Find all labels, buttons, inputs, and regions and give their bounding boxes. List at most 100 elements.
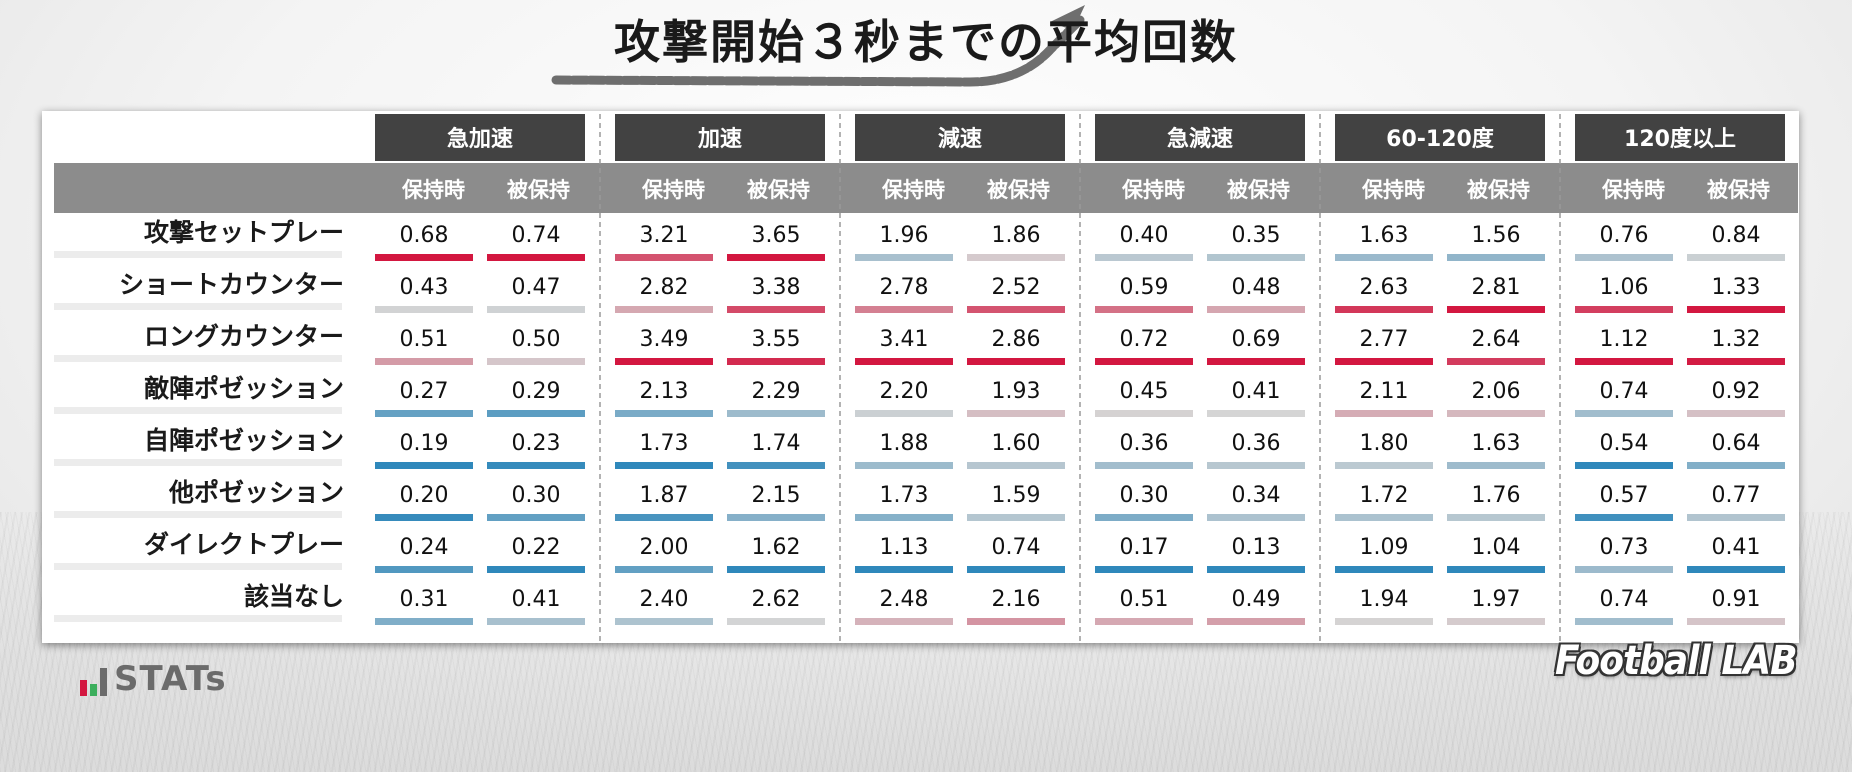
cell-value: 0.51 [1120,587,1169,612]
subcolumn-header: 保持時 [641,178,705,202]
cell-value: 0.27 [400,379,449,404]
cell-bar [967,618,1065,625]
cell-bar [855,566,953,573]
row-label-bar [54,459,342,466]
subcolumn-header: 被保持 [1707,178,1770,202]
cell-value: 3.55 [752,327,801,352]
cell-value: 2.11 [1360,379,1409,404]
cell-value: 2.78 [880,275,929,300]
subcolumn-header: 被保持 [1227,178,1290,202]
cell-value: 1.33 [1712,275,1761,300]
cell-value: 3.41 [880,327,929,352]
title-arrow-icon [551,5,1085,87]
cell-bar [1575,618,1673,625]
cell-value: 3.21 [640,223,689,248]
cell-bar [1335,566,1433,573]
row-label-bar [54,615,342,622]
cell-value: 1.62 [752,535,801,560]
row-label: ショートカウンター [119,270,344,299]
cell-bar [1447,358,1545,365]
cell-value: 0.76 [1600,223,1649,248]
group-header: 減速 [938,126,982,152]
cell-value: 0.74 [512,223,561,248]
cell-value: 2.48 [880,587,929,612]
cell-value: 1.32 [1712,327,1761,352]
cell-value: 1.76 [1472,483,1521,508]
cell-bar [967,254,1065,261]
group-header-bg [1095,114,1305,161]
cell-bar [487,514,585,521]
cell-bar [727,514,825,521]
cell-value: 0.91 [1712,587,1761,612]
cell-bar [375,514,473,521]
cell-bar [615,410,713,417]
cell-bar [967,358,1065,365]
cell-value: 1.63 [1360,223,1409,248]
cell-value: 3.65 [752,223,801,248]
cell-value: 0.17 [1120,535,1169,560]
cell-bar [1575,254,1673,261]
cell-bar [1095,618,1193,625]
cell-bar [1575,410,1673,417]
subcolumn-header: 保持時 [881,178,945,202]
cell-bar [727,618,825,625]
footballlab-logo: Football LAB [1555,638,1798,684]
cell-bar [727,306,825,313]
cell-bar [967,566,1065,573]
cell-bar [855,358,953,365]
cell-bar [1207,306,1305,313]
cell-bar [1207,514,1305,521]
cell-bar [1447,462,1545,469]
cell-value: 2.06 [1472,379,1521,404]
cell-value: 0.31 [400,587,449,612]
cell-value: 1.12 [1600,327,1649,352]
cell-value: 1.06 [1600,275,1649,300]
group-header: 急加速 [447,126,513,152]
cell-value: 0.29 [512,379,561,404]
cell-value: 0.40 [1120,223,1169,248]
cell-bar [727,566,825,573]
cell-bar [1447,410,1545,417]
cell-bar [615,462,713,469]
cell-value: 1.94 [1360,587,1409,612]
cell-value: 1.88 [880,431,929,456]
cell-value: 0.36 [1120,431,1169,456]
cell-value: 0.23 [512,431,561,456]
cell-value: 0.20 [400,483,449,508]
row-label: 攻撃セットプレー [144,218,344,247]
cell-bar [1687,358,1785,365]
cell-bar [1575,306,1673,313]
cell-bar [1447,254,1545,261]
cell-bar [375,410,473,417]
cell-value: 1.72 [1360,483,1409,508]
cell-bar [1207,410,1305,417]
cell-value: 1.96 [880,223,929,248]
cell-value: 2.62 [752,587,801,612]
row-label-bar [54,355,342,362]
cell-value: 2.15 [752,483,801,508]
cell-bar [855,306,953,313]
cell-bar [1335,462,1433,469]
row-label: 敵陣ポゼッション [144,374,344,403]
group-header-bg [375,114,585,161]
subcolumn-header: 保持時 [1361,178,1425,202]
cell-value: 0.30 [1120,483,1169,508]
cell-value: 1.56 [1472,223,1521,248]
cell-value: 2.16 [992,587,1041,612]
cell-bar [375,306,473,313]
cell-value: 0.64 [1712,431,1761,456]
cell-bar [1447,618,1545,625]
cell-value: 1.13 [880,535,929,560]
cell-value: 0.77 [1712,483,1761,508]
cell-value: 3.38 [752,275,801,300]
cell-value: 2.81 [1472,275,1521,300]
subcolumn-header: 保持時 [401,178,465,202]
cell-bar [487,462,585,469]
row-label-bar [54,303,342,310]
cell-bar [1335,306,1433,313]
cell-value: 2.63 [1360,275,1409,300]
cell-bar [1207,462,1305,469]
cell-bar [1447,566,1545,573]
cell-value: 1.93 [992,379,1041,404]
